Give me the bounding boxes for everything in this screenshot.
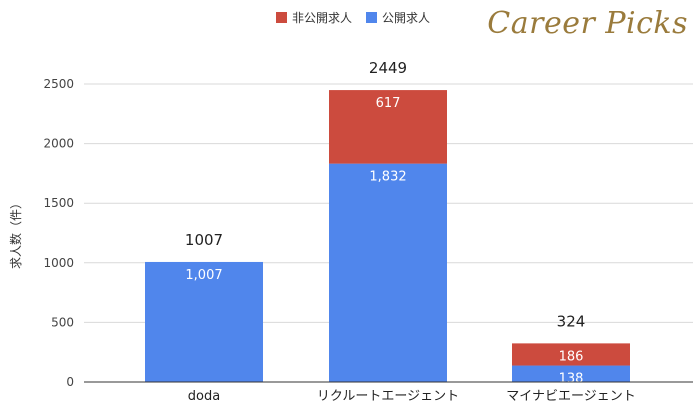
- x-tick-label: リクルートエージェント: [317, 389, 459, 404]
- data-label: 186: [559, 349, 584, 364]
- x-tick-label: doda: [188, 389, 220, 404]
- legend-label: 非公開求人: [292, 11, 352, 25]
- legend-swatch: [366, 12, 377, 23]
- legend-label: 公開求人: [382, 11, 430, 25]
- y-axis-label: 求人数（件）: [8, 197, 23, 269]
- data-label: 1,832: [369, 170, 406, 185]
- y-tick-label: 1000: [43, 256, 74, 270]
- data-label: 1,007: [185, 268, 222, 283]
- bar-private: [512, 343, 630, 366]
- data-label: 617: [376, 96, 401, 111]
- y-tick-label: 1500: [43, 196, 74, 210]
- total-label: 324: [557, 312, 586, 330]
- x-tick-label: マイナビエージェント: [506, 389, 635, 404]
- bar-public: [512, 365, 630, 382]
- legend-swatch: [276, 12, 287, 23]
- total-label: 2449: [369, 59, 407, 77]
- total-label: 1007: [185, 231, 223, 249]
- data-label: 138: [559, 372, 584, 387]
- y-tick-label: 0: [66, 375, 74, 389]
- bar-public: [329, 163, 447, 382]
- bar-public: [145, 261, 263, 382]
- brand-watermark: Career Picks: [487, 6, 688, 41]
- y-tick-label: 2500: [43, 77, 74, 91]
- bar-private: [329, 90, 447, 164]
- y-tick-label: 500: [51, 315, 74, 329]
- y-tick-label: 2000: [43, 137, 74, 151]
